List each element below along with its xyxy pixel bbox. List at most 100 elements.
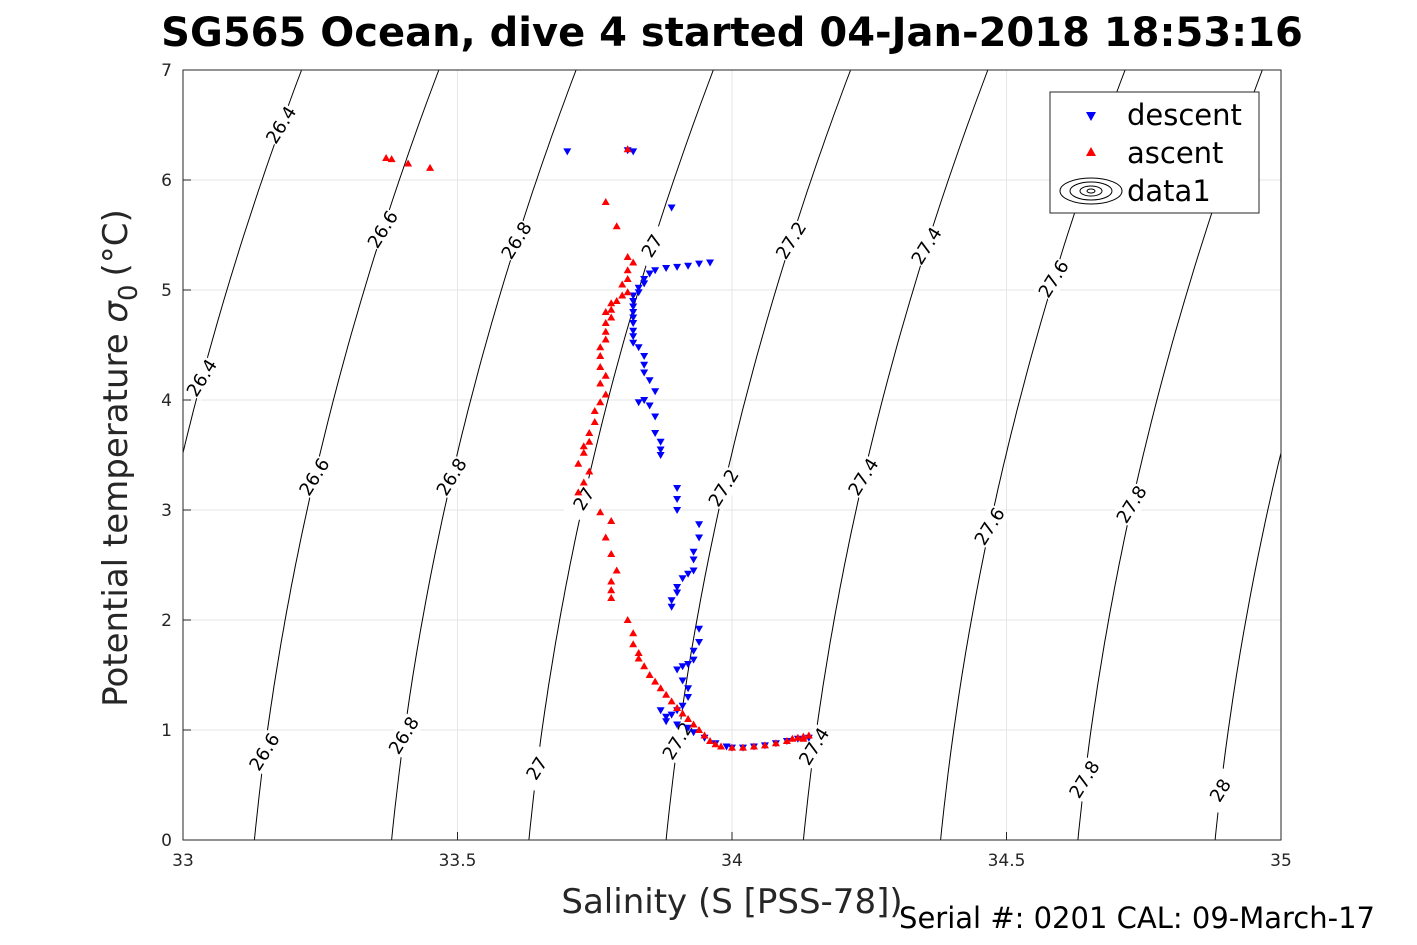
ascent-point [623, 266, 632, 274]
ascent-point [404, 159, 413, 167]
descent-point [673, 666, 682, 674]
ascent-point [695, 726, 704, 733]
ascent-point [612, 222, 621, 230]
descent-point [689, 647, 698, 655]
legend-ascent-label: ascent [1127, 136, 1223, 170]
ascent-point [607, 577, 616, 585]
descent-point [689, 556, 698, 564]
ascent-point [728, 743, 736, 751]
contour-label: 27.8 [1065, 757, 1104, 802]
ascent-point [601, 533, 610, 541]
descent-point [678, 702, 687, 710]
ascent-point [601, 327, 610, 335]
contour-label-bg [969, 503, 1010, 550]
ascent-point [623, 275, 632, 282]
y-tick-label: 2 [161, 611, 172, 631]
y-axis: 0 1 2 3 4 5 6 7 [161, 61, 191, 851]
contour-label: 26.8 [433, 455, 472, 500]
contour-label-bg [496, 217, 537, 264]
ascent-point [623, 616, 632, 623]
ascent-point [601, 198, 610, 205]
ascent-point [426, 163, 435, 171]
contour-label-bg [294, 454, 335, 500]
ascent-point [579, 448, 588, 456]
ascent-point [596, 363, 605, 370]
ascent-point [596, 352, 605, 359]
ascent-point [623, 253, 632, 260]
descent-point [651, 430, 660, 437]
ascent-point [596, 379, 605, 387]
y-tick-label: 6 [161, 171, 172, 191]
ascent-point [651, 677, 660, 685]
descent-point [656, 438, 665, 446]
descent-point [634, 284, 643, 292]
ascent-point [601, 308, 610, 315]
ascent-point [607, 313, 616, 321]
contour-label-bg [261, 102, 302, 148]
descent-point [678, 575, 687, 583]
descent-point [629, 333, 638, 341]
contour-label-bg [363, 206, 403, 253]
ascent-point [645, 671, 654, 678]
descent-point [673, 584, 682, 591]
ascent-point [574, 488, 583, 496]
descent-point [678, 663, 687, 671]
contour-label-bg [906, 223, 947, 269]
density-contour-line [253, 70, 440, 840]
ascent-point [799, 734, 808, 742]
contour-label: 26.6 [245, 730, 284, 775]
descent-point [673, 496, 682, 503]
ascent-point [623, 288, 632, 296]
contour-label: 27.8 [1113, 482, 1152, 527]
y-tick-label: 1 [161, 721, 172, 741]
descent-point [651, 267, 660, 275]
descent-point [684, 661, 693, 668]
ascent-point [689, 720, 698, 728]
ascent-point [601, 335, 610, 343]
ascent-point [382, 154, 391, 161]
contour-label: 27.4 [795, 724, 834, 769]
ascent-point [590, 418, 599, 425]
contour-label-bg [517, 745, 557, 792]
ascent-point [607, 299, 616, 307]
density-contour-line [802, 70, 989, 840]
ascent-point [574, 459, 583, 467]
contour-label-bg [794, 723, 835, 770]
descent-point [695, 521, 704, 529]
descent-point [640, 361, 649, 369]
contour-label-bg [564, 476, 604, 522]
descent-point [640, 276, 649, 283]
descent-point [684, 685, 693, 693]
contour-label-bg [632, 223, 673, 269]
contour-label-bg [703, 465, 744, 511]
ascent-point [607, 517, 616, 524]
contour-label-bg [771, 217, 812, 264]
ascent-point [607, 305, 616, 313]
descent-point [563, 148, 572, 156]
ascent-point [596, 508, 605, 516]
descent-point [629, 314, 638, 322]
ascent-point [618, 291, 627, 299]
ascent-point [387, 155, 396, 163]
descent-point [667, 204, 676, 212]
ascent-point [749, 742, 758, 750]
descent-point [640, 280, 649, 288]
ascent-point [601, 371, 610, 379]
x-tick-label: 35 [1270, 851, 1292, 871]
y-axis-label-unit: (°C) [96, 209, 136, 276]
contour-label-bg [183, 355, 222, 401]
descent-point [662, 718, 671, 726]
contour-label-bg [1033, 256, 1074, 302]
ascent-point [623, 145, 632, 153]
descent-point [689, 729, 698, 737]
contour-label: 26.6 [364, 207, 403, 252]
ascent-point [629, 258, 638, 266]
ascent-point [634, 654, 643, 662]
descent-point [656, 707, 665, 715]
descent-point [667, 711, 676, 719]
y-axis-label-subscript: 0 [114, 284, 144, 301]
legend-data1-contour-icon [1059, 177, 1123, 205]
descent-point [634, 344, 643, 352]
descent-point [629, 309, 638, 316]
